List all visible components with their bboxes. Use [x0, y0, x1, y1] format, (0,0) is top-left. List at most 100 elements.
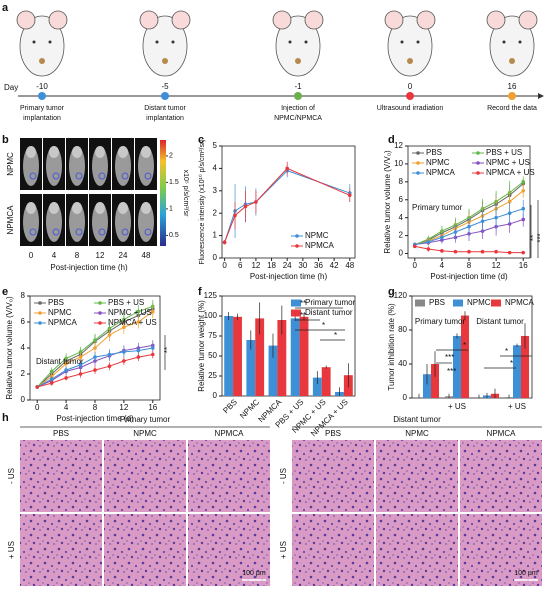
annotation: Primary tumor: [412, 203, 463, 212]
axis-label: Day: [4, 83, 18, 92]
legend-swatch: [416, 151, 420, 155]
panel-label: g: [388, 286, 395, 298]
y-tick-label: 8: [21, 291, 26, 300]
x-tick-label: 12: [119, 403, 128, 412]
row-label: NPMCA: [6, 205, 15, 235]
data-point: [243, 204, 248, 209]
y-tick-label: 6: [399, 195, 404, 204]
x-axis-label: Post-injection time (h): [250, 272, 328, 281]
data-point: [93, 346, 97, 350]
event-dot: [161, 92, 169, 100]
legend-label: NPMCA + US: [486, 168, 535, 177]
row-label: + US: [279, 541, 288, 559]
annotation: Distant tumor: [36, 357, 84, 366]
time-label: 8: [75, 251, 80, 260]
annotation: *: [334, 331, 337, 340]
x-tick-label: 16: [148, 403, 157, 412]
legend-label: NPMC: [467, 298, 491, 307]
legend-swatch: [295, 244, 299, 248]
x-axis-label: Post-injection time (d): [56, 414, 134, 423]
histology-image: [104, 440, 186, 512]
data-point: [122, 359, 126, 363]
y-tick-label: 75: [208, 331, 217, 340]
event-label: implantation: [23, 115, 61, 122]
data-point: [222, 240, 227, 245]
event-label: implantation: [146, 115, 184, 122]
x-tick-label: 18: [267, 261, 276, 270]
imaging-photo: [88, 193, 112, 247]
panel-label: a: [2, 2, 9, 14]
data-point: [78, 372, 83, 376]
data-point: [254, 200, 258, 204]
data-point: [521, 217, 526, 222]
bar: [224, 316, 234, 396]
data-point: [507, 199, 512, 204]
data-point: [467, 224, 471, 229]
x-tick-label: 12: [492, 261, 501, 270]
bar: [453, 335, 461, 398]
data-point: [64, 376, 68, 380]
bar: [312, 377, 322, 396]
data-point: [480, 219, 485, 224]
legend-label: PBS + US: [486, 148, 522, 157]
annotation: **: [300, 311, 306, 320]
x-tick-label: 48: [345, 261, 354, 270]
x-tick-label: 36: [314, 261, 323, 270]
imaging-photo: [134, 193, 158, 247]
y-tick-label: 125: [204, 291, 218, 300]
data-point: [107, 364, 112, 369]
y-tick-label: 0: [213, 391, 218, 400]
histology-image: [20, 514, 102, 586]
data-point: [521, 189, 526, 193]
event-dot: [406, 92, 414, 100]
event-label: NPMC/NPMCA: [274, 115, 322, 122]
y-tick-label: 8: [399, 177, 404, 186]
legend-swatch: [38, 311, 42, 315]
y-tick-label: 4: [21, 343, 26, 352]
plot-frame: [221, 295, 356, 397]
legend-swatch: [416, 161, 420, 165]
bar: [321, 367, 331, 396]
x-tick-label: 12: [251, 261, 260, 270]
x-tick-label: 0: [222, 261, 227, 270]
x-tick-label: 0: [413, 261, 418, 270]
data-point: [494, 249, 498, 254]
legend-label: PBS + US: [108, 298, 144, 307]
time-label: 12: [96, 251, 105, 260]
legend-label: NPMCA + US: [108, 318, 157, 327]
y-tick-label: 2: [21, 369, 26, 378]
panel-label: f: [198, 286, 202, 298]
time-label: 24: [119, 251, 128, 260]
x-tick-label: PBS: [221, 398, 239, 416]
annotation: *: [322, 321, 325, 330]
x-axis-label: Post-injection time (h): [50, 263, 128, 272]
y-tick-label: 3: [213, 186, 218, 195]
histology-image: [292, 514, 374, 586]
mouse-icon: [16, 10, 68, 77]
day-label: -10: [36, 82, 48, 91]
time-label: 0: [29, 251, 34, 260]
legend-swatch: [453, 299, 463, 307]
event-label: Record the data: [487, 105, 537, 112]
legend-swatch: [291, 299, 301, 307]
y-tick-label: 0: [399, 249, 404, 258]
data-point: [494, 215, 498, 220]
legend-label: NPMC: [305, 231, 329, 240]
histology-image: [376, 514, 458, 586]
data-point: [412, 244, 417, 249]
imaging-photo: [65, 137, 89, 191]
bar: [461, 315, 469, 398]
legend-label: NPMCA: [426, 168, 456, 177]
colorbar-label: x10⁵ p/s/cm²/sr: [182, 170, 189, 218]
bar: [246, 340, 256, 396]
column-label: NPMCA: [487, 429, 517, 438]
legend-swatch: [291, 309, 301, 317]
legend-label: NPMCA: [48, 318, 78, 327]
column-label: NPMC: [405, 429, 429, 438]
row-label: - US: [279, 468, 288, 484]
x-tick-label: 42: [330, 261, 339, 270]
data-point: [35, 385, 40, 389]
legend-label: NPMC + US: [486, 158, 530, 167]
data-point: [347, 193, 352, 198]
row-label: - US: [7, 468, 16, 484]
